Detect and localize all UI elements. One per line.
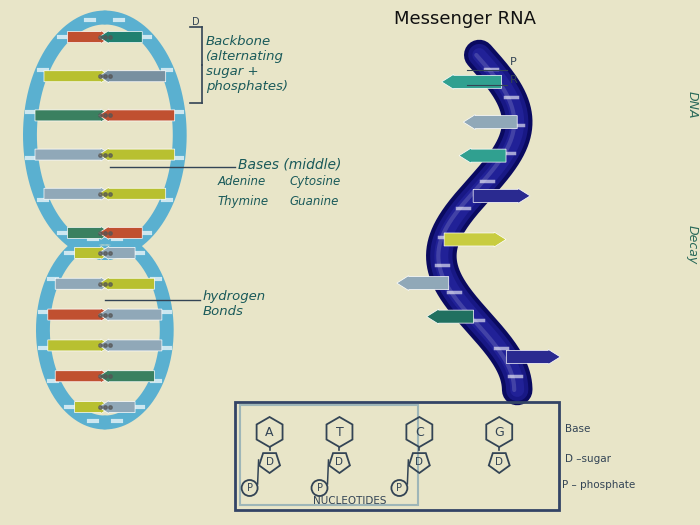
- FancyArrow shape: [463, 114, 517, 130]
- FancyArrow shape: [99, 109, 175, 122]
- FancyArrow shape: [67, 226, 111, 239]
- Text: Messenger RNA: Messenger RNA: [394, 10, 536, 28]
- FancyArrow shape: [75, 401, 111, 414]
- FancyArrow shape: [442, 75, 502, 89]
- Text: P: P: [316, 483, 323, 493]
- FancyArrow shape: [44, 187, 111, 200]
- FancyArrow shape: [99, 308, 162, 321]
- FancyArrow shape: [75, 246, 111, 259]
- FancyArrow shape: [55, 277, 111, 290]
- Text: hydrogen
Bonds: hydrogen Bonds: [203, 290, 266, 318]
- Text: D: D: [335, 457, 344, 467]
- FancyArrow shape: [99, 70, 166, 83]
- Text: Bases (middle): Bases (middle): [237, 158, 341, 172]
- FancyArrow shape: [473, 188, 530, 203]
- Text: Cytosine: Cytosine: [290, 175, 341, 188]
- FancyArrow shape: [99, 401, 135, 414]
- FancyArrow shape: [99, 246, 135, 259]
- FancyArrow shape: [99, 339, 162, 352]
- Text: P: P: [396, 483, 402, 493]
- FancyArrow shape: [99, 148, 175, 161]
- Text: Thymine: Thymine: [218, 195, 269, 208]
- Text: P – phosphate: P – phosphate: [562, 480, 636, 490]
- FancyArrow shape: [99, 370, 155, 383]
- Text: P: P: [246, 483, 253, 493]
- FancyArrow shape: [506, 349, 560, 364]
- FancyArrow shape: [459, 148, 506, 163]
- FancyArrow shape: [99, 30, 142, 44]
- Text: D: D: [495, 457, 503, 467]
- FancyArrow shape: [99, 226, 142, 239]
- Text: Base: Base: [565, 424, 591, 434]
- Text: T: T: [335, 425, 344, 438]
- Text: Guanine: Guanine: [290, 195, 339, 208]
- FancyArrow shape: [35, 148, 111, 161]
- FancyArrow shape: [99, 187, 166, 200]
- Text: NUCLEOTIDES: NUCLEOTIDES: [313, 496, 386, 506]
- Text: D –sugar: D –sugar: [565, 454, 611, 464]
- FancyArrow shape: [67, 30, 111, 44]
- Text: Adenine: Adenine: [218, 175, 266, 188]
- Text: D: D: [192, 17, 199, 27]
- Text: R: R: [510, 75, 517, 85]
- Text: C: C: [415, 425, 424, 438]
- FancyArrow shape: [99, 277, 155, 290]
- Text: D: D: [265, 457, 274, 467]
- FancyArrow shape: [397, 276, 449, 290]
- Bar: [239, 405, 418, 505]
- FancyArrow shape: [44, 70, 111, 83]
- Text: Backbone
(alternating
sugar +
phosphates): Backbone (alternating sugar + phosphates…: [206, 35, 288, 93]
- Text: Decay: Decay: [685, 225, 699, 265]
- FancyArrow shape: [55, 370, 111, 383]
- FancyArrow shape: [35, 109, 111, 122]
- Text: D: D: [415, 457, 424, 467]
- Bar: [234, 402, 559, 510]
- Text: A: A: [265, 425, 274, 438]
- Text: G: G: [494, 425, 504, 438]
- Text: P: P: [510, 57, 517, 67]
- Text: DNA: DNA: [685, 91, 699, 119]
- FancyArrow shape: [444, 232, 506, 247]
- FancyArrow shape: [427, 309, 474, 324]
- FancyArrow shape: [48, 308, 111, 321]
- FancyArrow shape: [48, 339, 111, 352]
